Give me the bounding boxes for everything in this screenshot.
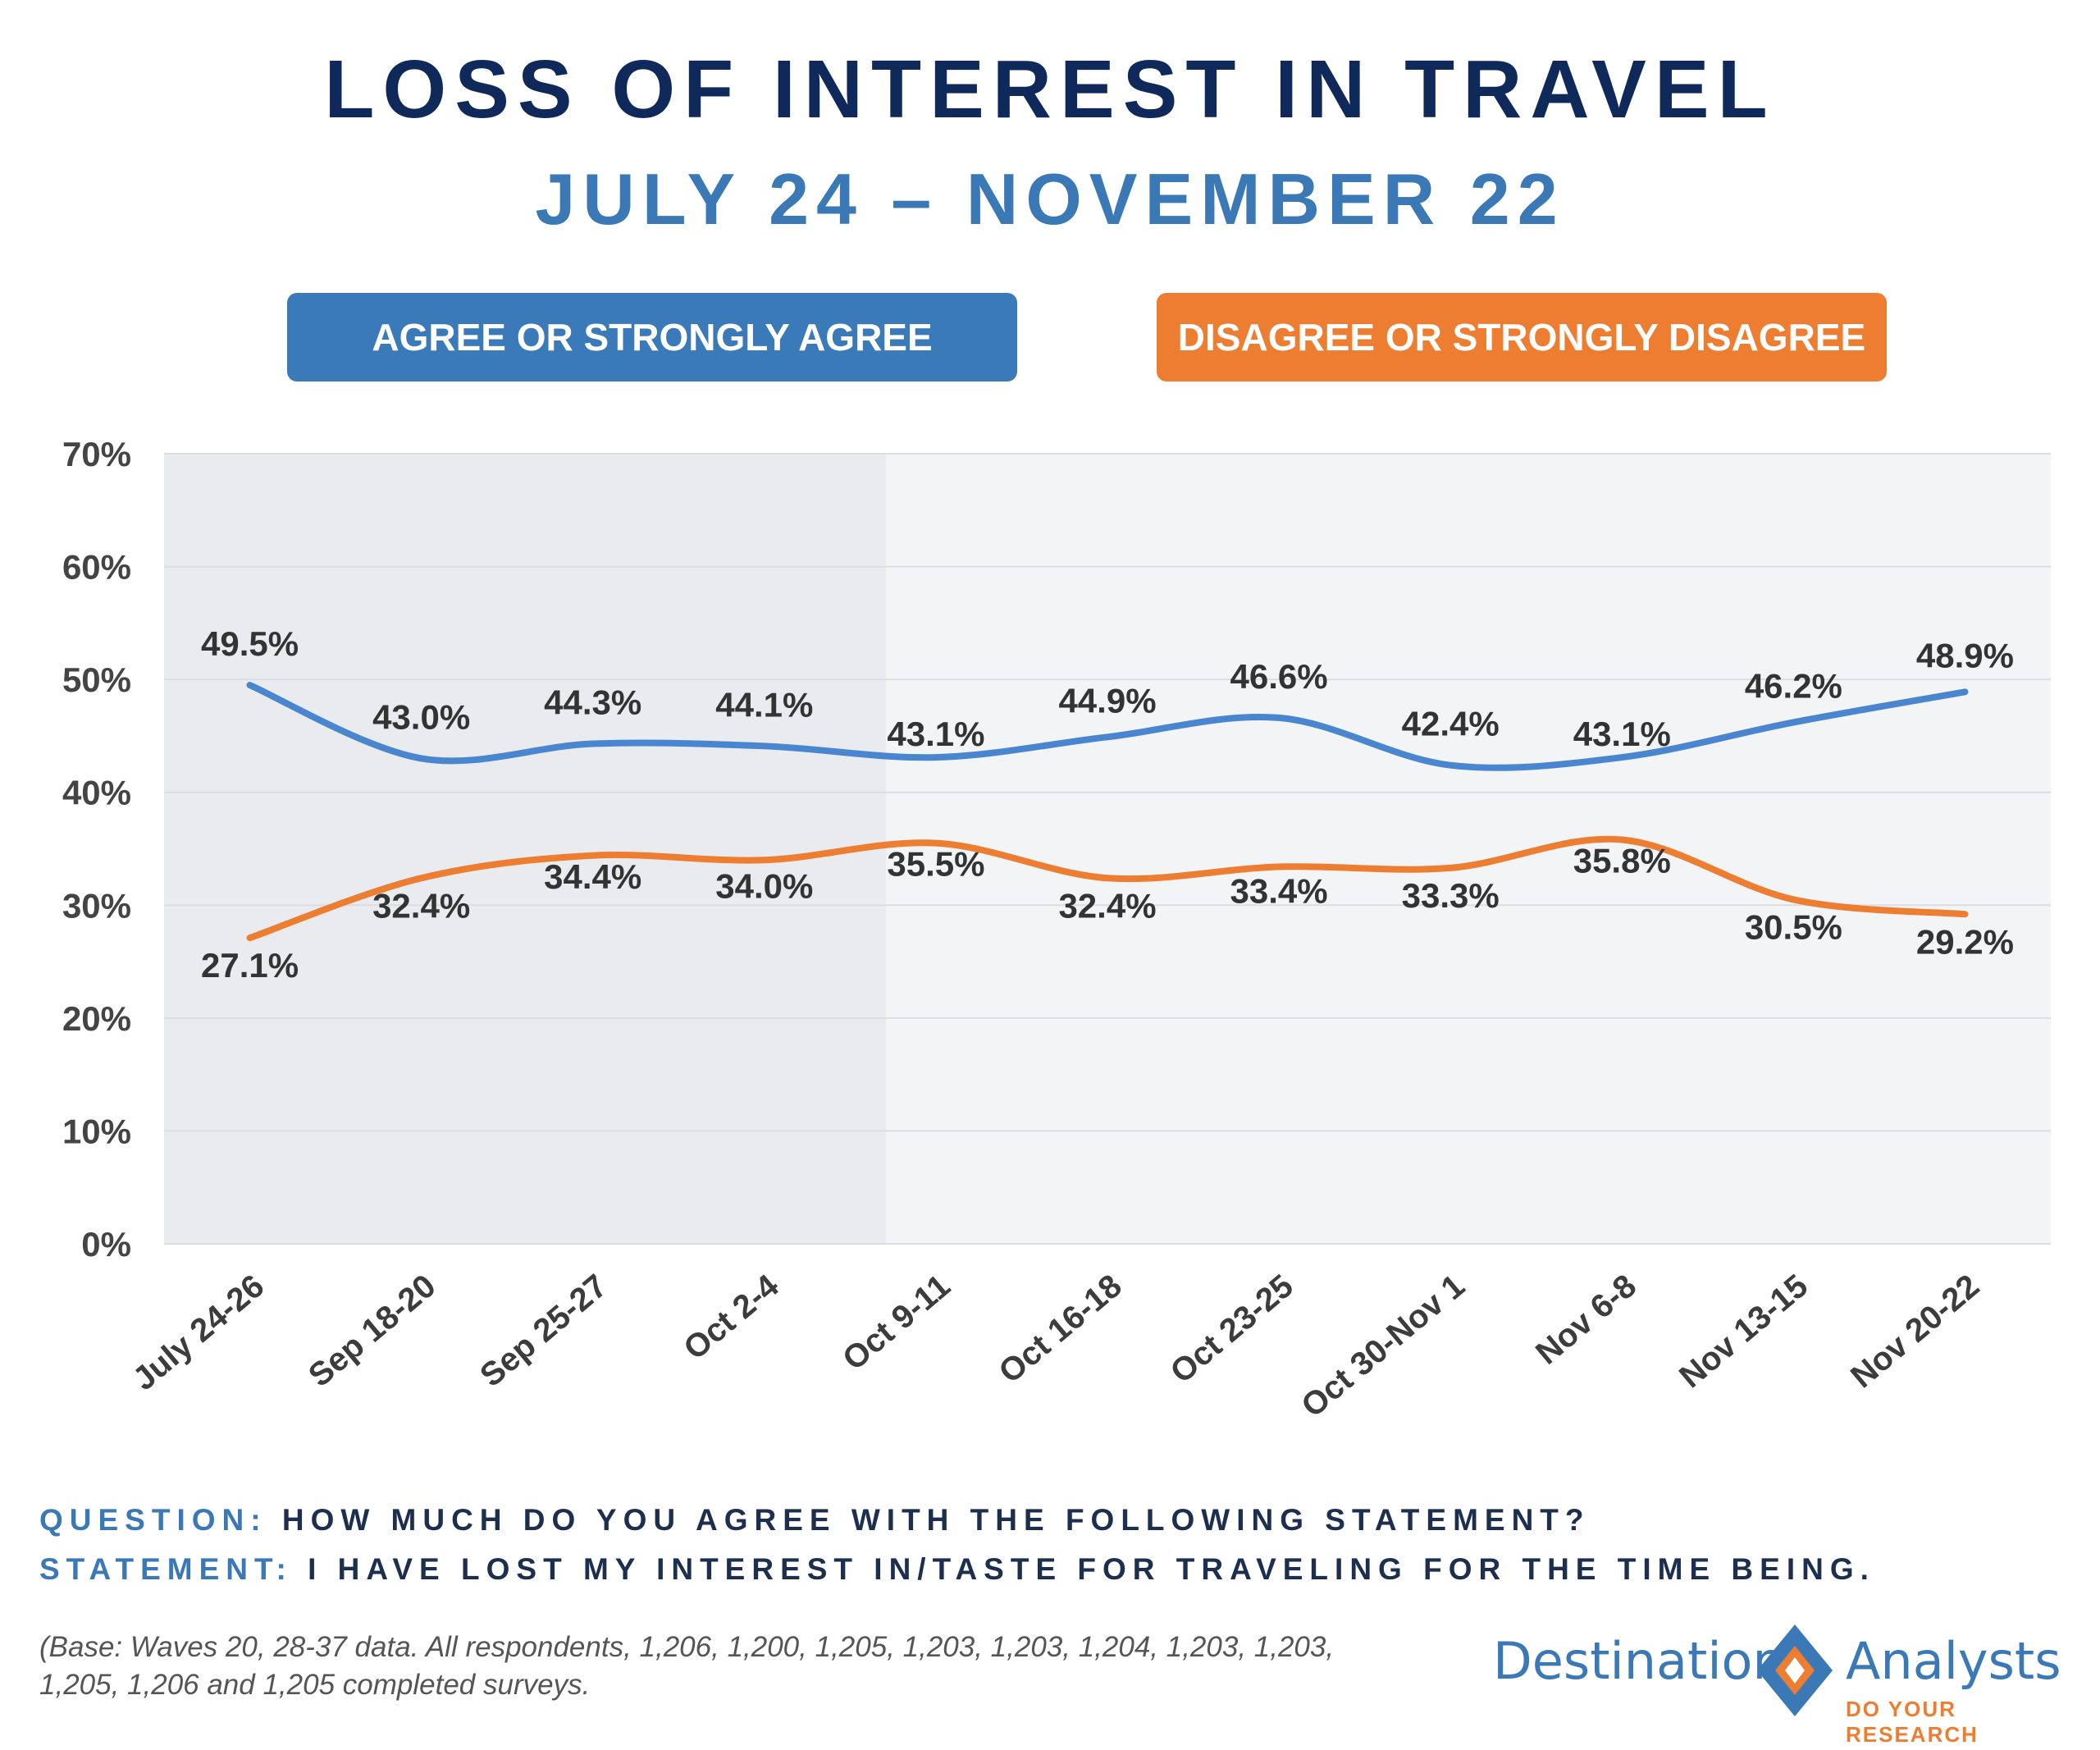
data-label: 33.3% — [1402, 876, 1500, 915]
data-label: 46.6% — [1230, 657, 1328, 696]
y-tick-label: 20% — [62, 999, 131, 1038]
data-label: 32.4% — [372, 886, 470, 925]
data-label: 32.4% — [1058, 886, 1156, 925]
x-tick-label: Oct 23-25 — [1164, 1268, 1300, 1390]
data-point — [1792, 898, 1795, 901]
data-label: 43.0% — [372, 697, 470, 736]
data-label: 42.4% — [1402, 705, 1500, 743]
data-point — [1621, 838, 1623, 841]
data-point — [1964, 691, 1966, 693]
x-tick-label: Nov 20-22 — [1844, 1268, 1986, 1395]
data-label: 29.2% — [1916, 922, 2014, 961]
logo-word-destination: Destination — [1493, 1631, 1785, 1691]
data-point — [934, 842, 937, 844]
data-point — [1278, 716, 1281, 719]
question-key: QUESTION: — [39, 1503, 267, 1537]
data-point — [1278, 866, 1281, 868]
data-point — [591, 854, 594, 857]
data-label: 43.1% — [1573, 715, 1671, 753]
legend-agree: AGREE OR STRONGLY AGREE — [287, 293, 1017, 382]
data-point — [249, 937, 251, 939]
x-tick-label: Nov 6-8 — [1529, 1268, 1643, 1372]
chart-subtitle: JULY 24 – NOVEMBER 22 — [535, 158, 1565, 240]
data-point — [591, 742, 594, 745]
data-point — [1449, 866, 1452, 869]
data-label: 48.9% — [1916, 636, 2014, 674]
y-tick-label: 30% — [62, 886, 131, 925]
diamond-logo-icon — [1757, 1624, 1833, 1716]
legend-disagree-label: DISAGREE OR STRONGLY DISAGREE — [1177, 316, 1866, 359]
logo-word-analysts: Analysts — [1846, 1631, 2061, 1691]
statement-text: I HAVE LOST MY INTEREST IN/TASTE FOR TRA… — [308, 1552, 1875, 1586]
data-label: 27.1% — [201, 946, 299, 985]
data-label: 46.2% — [1745, 666, 1842, 705]
data-label: 34.0% — [715, 866, 813, 905]
x-tick-label: Sep 18-20 — [302, 1268, 442, 1394]
data-point — [763, 859, 765, 861]
x-tick-label: Sep 25-27 — [473, 1268, 614, 1394]
chart-title: LOSS OF INTEREST IN TRAVEL — [324, 43, 1776, 135]
company-logo: Destination Analysts DO YOUR RESEARCH — [1493, 1615, 2067, 1747]
y-tick-label: 70% — [62, 435, 131, 473]
data-label: 49.5% — [201, 624, 299, 663]
y-tick-label: 60% — [62, 548, 131, 587]
data-label: 44.3% — [544, 683, 641, 722]
question-line: QUESTION: HOW MUCH DO YOU AGREE WITH THE… — [39, 1503, 1591, 1538]
x-tick-label: Nov 13-15 — [1673, 1268, 1815, 1395]
x-tick-label: Oct 30-Nov 1 — [1294, 1268, 1472, 1424]
x-tick-label: July 24-26 — [126, 1268, 271, 1397]
logo-tagline: DO YOUR RESEARCH — [1846, 1697, 1979, 1747]
legend-agree-label: AGREE OR STRONGLY AGREE — [372, 316, 933, 359]
base-note: (Base: Waves 20, 28-37 data. All respond… — [39, 1631, 1335, 1701]
data-label: 35.5% — [887, 845, 984, 884]
line-chart: 0% 10% 20% 30% 40% 50% 60% 70% July 24-26 Sep 18-… — [62, 435, 2051, 1424]
data-point — [1621, 756, 1623, 759]
data-label: 35.8% — [1573, 841, 1671, 880]
x-tick-label: Oct 16-18 — [993, 1268, 1129, 1390]
question-text: HOW MUCH DO YOU AGREE WITH THE FOLLOWING… — [281, 1503, 1591, 1537]
data-point — [1964, 913, 1966, 916]
y-tick-label: 0% — [81, 1225, 131, 1263]
data-label: 30.5% — [1745, 907, 1842, 946]
legend-disagree: DISAGREE OR STRONGLY DISAGREE — [1157, 293, 1887, 382]
statement-key: STATEMENT: — [39, 1552, 293, 1586]
x-tick-label: Oct 2-4 — [677, 1268, 786, 1367]
data-label: 43.1% — [887, 715, 984, 753]
data-label: 44.1% — [715, 685, 813, 724]
data-label: 44.9% — [1058, 681, 1156, 720]
data-point — [934, 756, 937, 759]
y-tick-label: 40% — [62, 774, 131, 812]
data-point — [420, 757, 422, 760]
data-point — [763, 745, 765, 747]
data-point — [1107, 736, 1108, 738]
statement-line: STATEMENT: I HAVE LOST MY INTEREST IN/TA… — [39, 1552, 1875, 1587]
data-point — [1792, 721, 1795, 724]
y-tick-label: 10% — [62, 1112, 131, 1150]
data-point — [1449, 764, 1452, 766]
plot-background-photo — [164, 454, 886, 1244]
x-tick-label: Oct 9-11 — [836, 1268, 957, 1378]
data-point — [1107, 877, 1108, 880]
data-label: 33.4% — [1230, 872, 1328, 911]
data-point — [249, 684, 251, 687]
data-label: 34.4% — [544, 857, 641, 896]
y-tick-label: 50% — [62, 660, 131, 699]
data-point — [420, 877, 422, 880]
